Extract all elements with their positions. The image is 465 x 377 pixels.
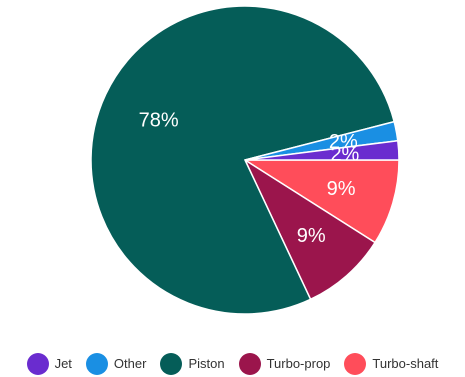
- legend-swatch-other: [85, 352, 108, 375]
- legend-label-piston: Piston: [188, 356, 225, 371]
- legend-label-other: Other: [113, 356, 147, 371]
- legend-item-other: Other: [85, 352, 147, 375]
- legend-item-piston: Piston: [160, 352, 225, 375]
- legend-label-turbo-shaft: Turbo-shaft: [372, 356, 439, 371]
- pie-slice-turbo-prop: [243, 157, 377, 301]
- pie-slice-jet: [244, 139, 400, 161]
- pie-slice-turbo-shaft: [242, 159, 400, 244]
- pie-label-other: 2%: [329, 131, 358, 153]
- legend-item-turbo-prop: Turbo-prop: [238, 352, 331, 375]
- pie-label-piston: 78%: [139, 109, 179, 131]
- legend-label-turbo-prop: Turbo-prop: [266, 356, 331, 371]
- legend-item-jet: Jet: [26, 352, 72, 375]
- chart-legend: Jet Other Piston Turbo-prop Turbo-shaft: [0, 350, 465, 377]
- pie-chart: 9% 9% 78% 2%2%: [90, 5, 400, 315]
- pie-slice-piston: [90, 5, 396, 315]
- pie-label-jet: 2%: [330, 144, 359, 166]
- legend-swatch-turbo-prop: [238, 352, 261, 375]
- pie-label-turbo-shaft: 9%: [327, 178, 356, 200]
- legend-swatch-turbo-shaft: [344, 352, 367, 375]
- legend-item-turbo-shaft: Turbo-shaft: [344, 352, 439, 375]
- legend-swatch-piston: [160, 352, 183, 375]
- pie-label-turbo-prop: 9%: [297, 225, 326, 247]
- legend-swatch-jet: [26, 352, 49, 375]
- legend-label-jet: Jet: [54, 356, 72, 371]
